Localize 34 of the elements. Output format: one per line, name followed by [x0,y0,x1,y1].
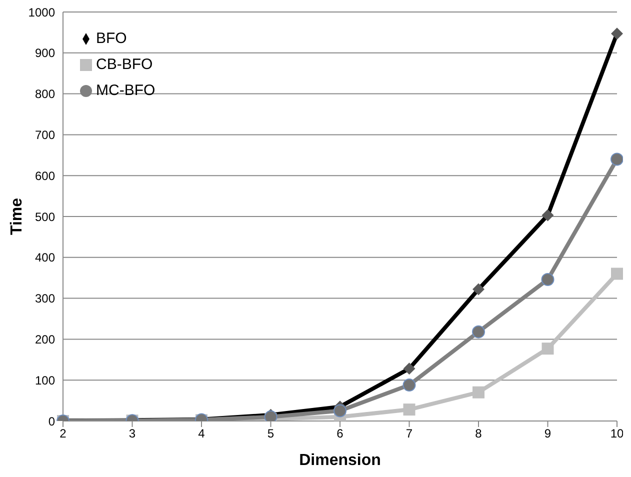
legend-label: BFO [96,30,127,47]
x-tick-label: 5 [267,426,274,441]
x-tick-label: 4 [198,426,206,441]
y-tick-label: 200 [34,332,56,346]
y-tick-label: 1000 [28,5,56,20]
y-tick-label: 300 [34,292,56,306]
x-tick-label: 2 [60,426,67,441]
point [403,404,416,416]
point [610,152,623,166]
point [472,325,485,338]
x-axis-title: Dimension [299,452,381,469]
point [611,268,623,280]
point [541,272,554,286]
legend-label: CB-BFO [96,56,153,73]
x-tick-label: 6 [336,426,344,441]
y-tick-label: 800 [34,87,56,102]
y-tick-label: 600 [34,168,56,183]
x-tick-label: 3 [128,426,136,441]
y-axis-title: Time [8,198,26,236]
x-tick-label: 9 [544,426,552,441]
x-tick-label: 8 [475,426,482,441]
y-tick-label: 700 [34,128,56,142]
point [402,378,416,392]
point [542,342,554,355]
y-tick-label: 500 [34,210,56,224]
y-tick-label: 400 [34,250,56,265]
x-tick-label: 7 [406,426,413,441]
point [334,404,346,418]
y-tick-label: 100 [34,373,56,388]
legend-label: MC-BFO [96,82,156,99]
y-tick-label: 900 [34,46,56,60]
x-tick-label: 10 [610,426,624,441]
y-tick-label: 0 [48,414,56,428]
point [472,386,484,398]
